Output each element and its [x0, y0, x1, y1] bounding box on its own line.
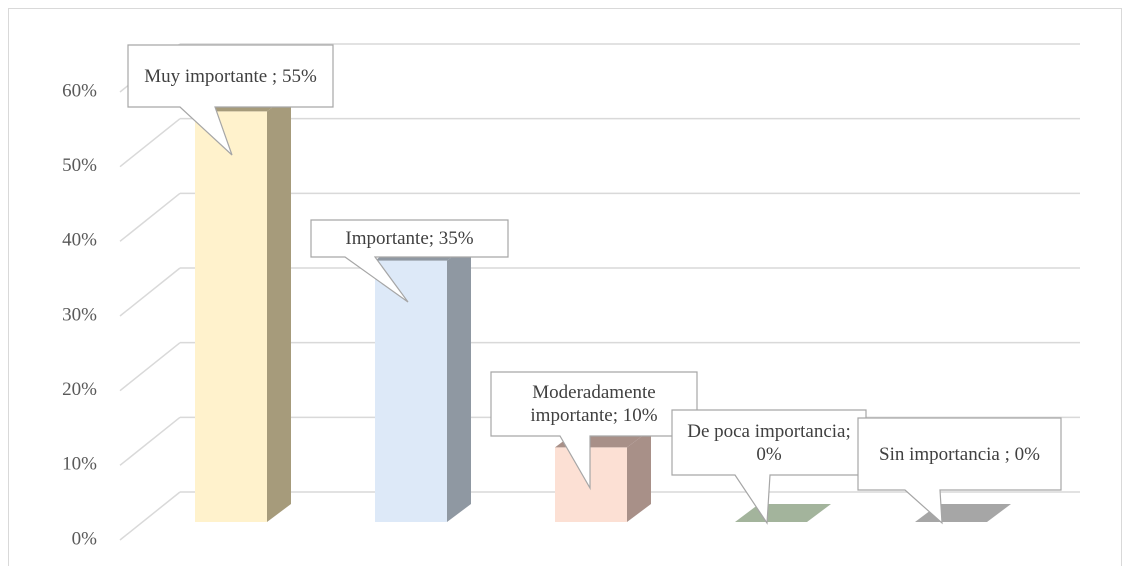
bar-front — [195, 111, 267, 522]
callout-box — [490, 371, 698, 491]
y-tick-label: 40% — [62, 230, 97, 251]
bar-front — [555, 447, 627, 522]
y-tick-label: 50% — [62, 155, 97, 176]
bar-top — [735, 504, 831, 522]
callout-box — [310, 219, 509, 303]
y-tick-label: 60% — [62, 80, 97, 101]
grid-diagonal — [119, 342, 181, 392]
callout-box — [857, 417, 1062, 525]
grid-diagonal — [119, 416, 181, 466]
chart-frame — [8, 8, 1122, 566]
bar — [735, 504, 831, 522]
bar-side — [267, 93, 291, 522]
y-tick-label: 20% — [62, 379, 97, 400]
bar-side — [627, 429, 651, 522]
data-label: Importante; 35% — [345, 228, 474, 249]
data-label: Muy importante ; 55% — [144, 65, 317, 87]
grid-diagonal — [119, 267, 181, 317]
data-label: Sin importancia ; 0% — [879, 443, 1040, 465]
y-tick-label: 0% — [72, 528, 98, 549]
grid-diagonal — [119, 491, 181, 541]
y-tick-label: 10% — [62, 454, 97, 475]
grid-diagonal — [119, 192, 181, 242]
grid-diagonal — [119, 118, 181, 168]
data-label: Moderadamente importante; 10% — [530, 382, 658, 426]
bar-side — [447, 242, 471, 522]
bar — [195, 93, 291, 522]
y-tick-label: 30% — [62, 304, 97, 325]
callout-box — [127, 44, 334, 156]
data-label: De poca importancia; 0% — [687, 420, 851, 465]
bar-front — [375, 260, 447, 522]
